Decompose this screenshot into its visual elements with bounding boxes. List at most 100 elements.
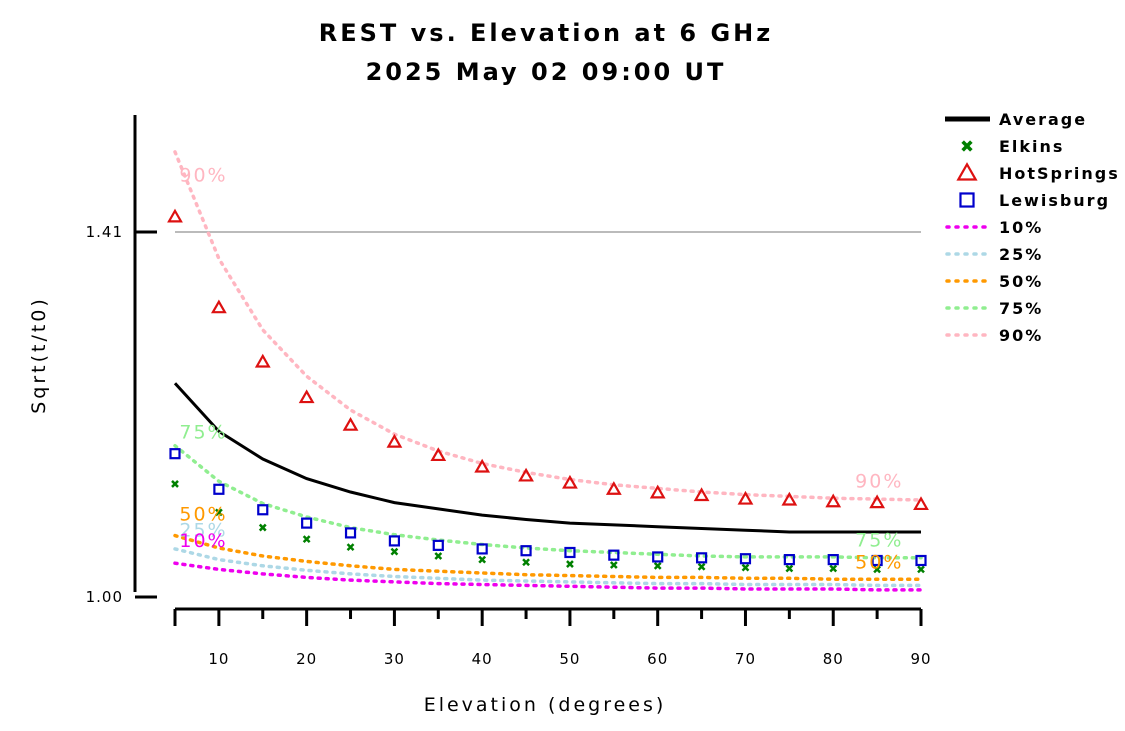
point-lewisburg <box>476 543 488 555</box>
legend-label: Lewisburg <box>999 191 1110 210</box>
point-elkins <box>917 565 925 574</box>
point-hotsprings <box>825 493 842 508</box>
plot-area: 90%90%75%75%50%50%25%10% <box>167 150 929 592</box>
x-stroke <box>566 560 574 568</box>
x-stroke <box>302 535 311 544</box>
point-lewisburg <box>871 554 883 567</box>
legend-swatch-marker <box>959 192 975 208</box>
x-stroke <box>434 552 443 560</box>
x-tick-label: 20 <box>296 650 317 668</box>
point-elkins <box>609 561 618 569</box>
point-hotsprings <box>869 494 886 509</box>
x-stroke <box>258 523 267 532</box>
legend-label: Elkins <box>999 137 1064 156</box>
y-axis-label: Sqrt(t/t0) <box>28 296 50 414</box>
legend-swatch-marker <box>961 140 973 152</box>
point-elkins <box>171 480 179 488</box>
point-lewisburg <box>827 554 839 566</box>
x-stroke <box>873 565 882 574</box>
series-25pct-line <box>173 547 923 588</box>
point-elkins <box>873 565 882 574</box>
x-stroke <box>346 543 355 552</box>
point-lewisburg <box>739 553 752 565</box>
point-hotsprings <box>474 458 491 473</box>
point-elkins <box>346 543 355 552</box>
point-elkins <box>741 563 750 572</box>
x-stroke <box>653 561 662 570</box>
curve-label: 25% <box>179 519 227 541</box>
point-hotsprings <box>737 490 754 505</box>
point-lewisburg <box>652 551 664 563</box>
legend-item: 25% <box>945 245 1043 264</box>
legend-item: 50% <box>945 272 1043 291</box>
point-elkins <box>258 523 267 532</box>
curve-label: 50% <box>855 552 903 574</box>
legend-label: Average <box>999 110 1087 129</box>
series-10pct-line <box>173 561 923 592</box>
x-tick-label: 80 <box>823 650 844 668</box>
point-lewisburg <box>520 545 532 557</box>
x-axis-label: Elevation (degrees) <box>424 694 667 716</box>
x-stroke <box>961 140 973 152</box>
series-average-line <box>173 382 921 534</box>
point-elkins <box>566 560 574 568</box>
x-stroke <box>829 564 838 573</box>
x-stroke <box>522 558 530 567</box>
point-lewisburg <box>388 535 401 547</box>
point-elkins <box>434 552 443 560</box>
point-lewisburg <box>213 483 225 495</box>
legend-label: HotSprings <box>999 164 1120 183</box>
legend: Average Elkins HotSprings Lewisburg 10% 25% 50… <box>945 110 1120 345</box>
x-tick-label: 30 <box>384 650 405 668</box>
x-stroke <box>390 547 399 556</box>
legend-label: 50% <box>999 272 1043 291</box>
point-hotsprings <box>386 433 403 448</box>
legend-item: Lewisburg <box>959 191 1110 210</box>
axes: 1.00 1.41 10 20 30 40 50 60 70 80 90 <box>86 115 931 668</box>
y-tick-label: 1.41 <box>86 223 123 241</box>
y-tick-label: 1.00 <box>86 588 123 606</box>
curve-label: 50% <box>179 503 227 525</box>
point-hotsprings <box>210 299 227 314</box>
chart-subtitle: 2025 May 02 09:00 UT <box>365 58 727 86</box>
curve-label: 10% <box>179 530 227 552</box>
point-hotsprings <box>167 208 183 223</box>
point-lewisburg <box>915 554 927 567</box>
point-elkins <box>829 564 838 573</box>
legend-label: 25% <box>999 245 1043 264</box>
point-elkins <box>478 555 487 564</box>
point-elkins <box>785 564 794 573</box>
legend-item: 10% <box>945 218 1043 237</box>
legend-swatch-marker <box>956 162 978 181</box>
point-lewisburg <box>564 546 576 559</box>
point-lewisburg <box>432 539 444 551</box>
legend-label: 10% <box>999 218 1043 237</box>
legend-item: Average <box>945 110 1087 129</box>
point-hotsprings <box>430 447 447 462</box>
x-tick-label: 40 <box>472 650 493 668</box>
point-hotsprings <box>254 353 271 368</box>
x-stroke <box>917 565 925 574</box>
series-75pct-line <box>173 443 923 560</box>
legend-label: 90% <box>999 326 1043 345</box>
point-lewisburg <box>695 552 708 564</box>
legend-item: HotSprings <box>956 162 1120 183</box>
point-elkins <box>653 561 662 570</box>
x-tick-label: 60 <box>647 650 668 668</box>
curve-label: 90% <box>855 471 903 493</box>
point-hotsprings <box>518 467 534 482</box>
series-50pct-line <box>173 533 923 581</box>
point-lewisburg <box>783 554 795 566</box>
x-stroke <box>609 561 618 569</box>
x-stroke <box>214 508 223 517</box>
point-lewisburg <box>608 549 620 561</box>
point-elkins <box>214 508 223 517</box>
x-stroke <box>785 564 794 573</box>
x-stroke <box>478 555 487 564</box>
point-lewisburg <box>344 527 357 539</box>
curve-label: 75% <box>855 529 903 551</box>
curve-label: 90% <box>179 164 227 186</box>
series-90pct-line <box>173 150 923 502</box>
legend-item: Elkins <box>961 137 1064 156</box>
